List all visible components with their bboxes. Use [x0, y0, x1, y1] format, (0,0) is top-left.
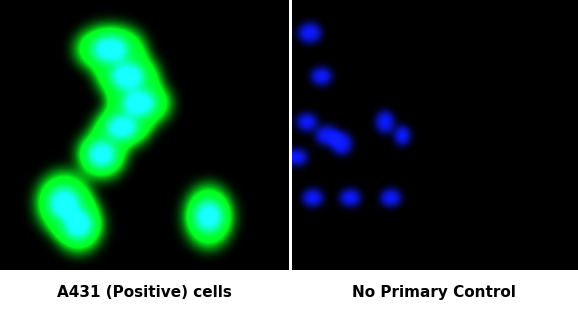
Text: No Primary Control: No Primary Control	[351, 285, 516, 300]
Text: A431 (Positive) cells: A431 (Positive) cells	[57, 285, 232, 300]
